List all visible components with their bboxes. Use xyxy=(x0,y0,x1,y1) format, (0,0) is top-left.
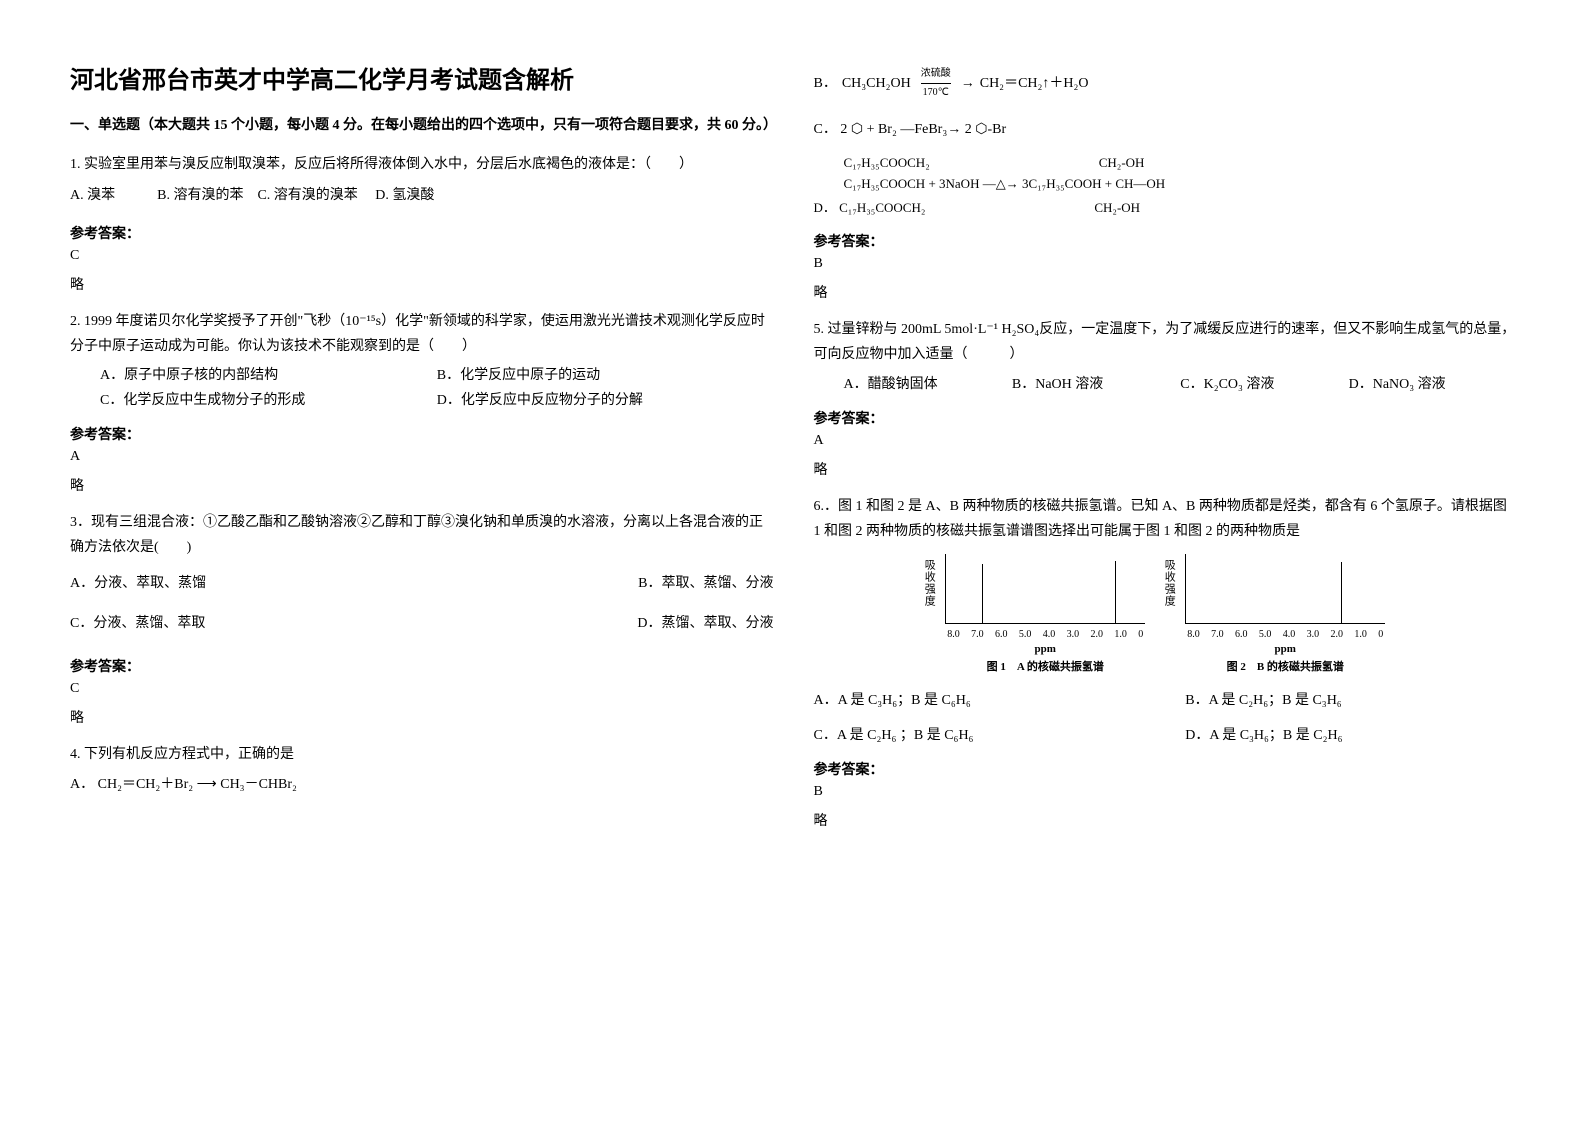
q4-optD-line3: D． C₁₇H₃₅COOCH₂ CH₂-OH xyxy=(844,197,1518,216)
q6-optC: C．A 是 C₂H₆ ；B 是 C₆H₆ xyxy=(814,724,1146,744)
q2-options: A．原子中原子核的内部结构 B．化学反应中原子的运动 C．化学反应中生成物分子的… xyxy=(70,364,774,409)
chart1: 吸收强度 8.07.06.05.04.03.02.01.00 ppm 图 1 A… xyxy=(945,554,1145,674)
q3-optA: A．分液、萃取、蒸馏 xyxy=(70,571,206,596)
q1-stem: 1. 实验室里用苯与溴反应制取溴苯，反应后将所得液体倒入水中，分层后水底褐色的液… xyxy=(70,152,774,177)
chart2-xlabel: ppm xyxy=(1185,643,1385,655)
q2-explain: 略 xyxy=(70,475,774,495)
left-column: 河北省邢台市英才中学高二化学月考试题含解析 一、单选题（本大题共 15 个小题，… xyxy=(50,60,794,1062)
q6-answer: B xyxy=(814,784,1518,800)
q2-answer-label: 参考答案： xyxy=(70,424,774,444)
q3-answer-label: 参考答案： xyxy=(70,656,774,676)
chart2-caption: 图 2 B 的核磁共振氢谱 xyxy=(1185,658,1385,674)
q6-optA: A．A 是 C₃H₆；B 是 C₆H₆ xyxy=(814,689,1146,709)
q3-answer: C xyxy=(70,681,774,697)
q6-explain: 略 xyxy=(814,810,1518,830)
q3-optD: D．蒸馏、萃取、分液 xyxy=(637,611,773,636)
q3-optC: C．分液、蒸馏、萃取 xyxy=(70,611,205,636)
q5-options: A．醋酸钠固体 B．NaOH 溶液 C．K₂CO₃ 溶液 D．NaNO₃ 溶液 xyxy=(814,373,1518,393)
q3-explain: 略 xyxy=(70,707,774,727)
q5-optA: A．醋酸钠固体 xyxy=(844,373,1012,393)
q1-explain: 略 xyxy=(70,274,774,294)
q4-answer: B xyxy=(814,256,1518,272)
q4-optC: C． 2 ⬡ + Br₂ —FeBr₃→ 2 ⬡-Br xyxy=(814,117,1518,142)
q4-stem: 4. 下列有机反应方程式中，正确的是 xyxy=(70,742,774,767)
chart1-ylabel: 吸收强度 xyxy=(921,559,937,607)
q4-optB-prefix: B． xyxy=(814,71,837,96)
chart2: 吸收强度 8.07.06.05.04.03.02.01.00 ppm 图 2 B… xyxy=(1185,554,1385,674)
q4-optC-formula: 2 ⬡ + Br₂ —FeBr₃→ 2 ⬡-Br xyxy=(840,122,1006,137)
q4-optD-line3-text: C₁₇H₃₅COOCH₂ CH₂-OH xyxy=(839,200,1140,215)
q4-optB-formula2: CH₂＝CH₂↑＋H₂O xyxy=(980,71,1089,96)
q4-optD-prefix: D． xyxy=(814,200,836,215)
q5-optC: C．K₂CO₃ 溶液 xyxy=(1180,373,1348,393)
q3-options: A．分液、萃取、蒸馏 B．萃取、蒸馏、分液 C．分液、蒸馏、萃取 D．蒸馏、萃取… xyxy=(70,566,774,641)
q2-answer: A xyxy=(70,449,774,465)
q4-optD-line1: C₁₇H₃₅COOCH₂ CH₂-OH xyxy=(844,152,1518,171)
q2-optA: A．原子中原子核的内部结构 xyxy=(100,364,437,384)
q2-optD: D．化学反应中反应物分子的分解 xyxy=(437,389,774,409)
chart1-xlabel: ppm xyxy=(945,643,1145,655)
arrow-icon: → xyxy=(961,71,975,96)
chart1-area: 吸收强度 xyxy=(945,554,1145,624)
q5-answer: A xyxy=(814,433,1518,449)
q4-optD: C₁₇H₃₅COOCH₂ CH₂-OH C₁₇H₃₅COOCH + 3NaOH … xyxy=(814,152,1518,216)
q3-stem: 3．现有三组混合液：①乙酸乙酯和乙酸钠溶液②乙醇和丁醇③溴化钠和单质溴的水溶液，… xyxy=(70,510,774,560)
q4-optB-arrow-bot: 170℃ xyxy=(921,84,951,102)
chart2-xticks: 8.07.06.05.04.03.02.01.00 xyxy=(1185,629,1385,640)
q1-answer: C xyxy=(70,248,774,264)
q6-answer-label: 参考答案： xyxy=(814,759,1518,779)
q6-optB: B．A 是 C₂H₆；B 是 C₃H₆ xyxy=(1185,689,1517,709)
q4-answer-label: 参考答案： xyxy=(814,231,1518,251)
q5-optB: B．NaOH 溶液 xyxy=(1012,373,1180,393)
q5-answer-label: 参考答案： xyxy=(814,408,1518,428)
q6-charts: 吸收强度 8.07.06.05.04.03.02.01.00 ppm 图 1 A… xyxy=(814,554,1518,674)
chart2-area: 吸收强度 xyxy=(1185,554,1385,624)
q4-optD-line2: C₁₇H₃₅COOCH + 3NaOH —△→ 3C₁₇H₃₅COOH + CH… xyxy=(844,176,1518,192)
page-title: 河北省邢台市英才中学高二化学月考试题含解析 xyxy=(70,60,774,95)
chart1-xticks: 8.07.06.05.04.03.02.01.00 xyxy=(945,629,1145,640)
q6-options: A．A 是 C₃H₆；B 是 C₆H₆ B．A 是 C₂H₆；B 是 C₃H₆ … xyxy=(814,689,1518,744)
q4-optB-formula1: CH₃CH₂OH xyxy=(842,71,911,96)
q5-optD: D．NaNO₃ 溶液 xyxy=(1349,373,1517,393)
q3-optB: B．萃取、蒸馏、分液 xyxy=(638,571,773,596)
q4-optC-prefix: C． xyxy=(814,122,837,137)
q4-explain: 略 xyxy=(814,282,1518,302)
q2-stem: 2. 1999 年度诺贝尔化学奖授予了开创"飞秒（10⁻¹⁵s）化学"新领域的科… xyxy=(70,309,774,359)
q6-stem: 6.．图 1 和图 2 是 A、B 两种物质的核磁共振氢谱。已知 A、B 两种物… xyxy=(814,494,1518,544)
q4-optB: B． CH₃CH₂OH 浓硫酸 170℃ → CH₂＝CH₂↑＋H₂O xyxy=(814,65,1518,102)
chart1-caption: 图 1 A 的核磁共振氢谱 xyxy=(945,658,1145,674)
right-column: B． CH₃CH₂OH 浓硫酸 170℃ → CH₂＝CH₂↑＋H₂O C． 2… xyxy=(794,60,1538,1062)
q5-stem: 5. 过量锌粉与 200mL 5mol·L⁻¹ H₂SO₄反应，一定温度下，为了… xyxy=(814,317,1518,367)
q5-explain: 略 xyxy=(814,459,1518,479)
q2-optC: C．化学反应中生成物分子的形成 xyxy=(100,389,437,409)
q6-optD: D．A 是 C₃H₆；B 是 C₂H₆ xyxy=(1185,724,1517,744)
q4-optB-arrow: 浓硫酸 170℃ xyxy=(916,65,956,102)
q4-optB-arrow-top: 浓硫酸 xyxy=(921,65,951,84)
q4-optA: A． CH₂＝CH₂＋Br₂ ⟶ CH₃－CHBr₂ xyxy=(70,772,774,797)
chart2-ylabel: 吸收强度 xyxy=(1161,559,1177,607)
section-header: 一、单选题（本大题共 15 个小题，每小题 4 分。在每小题给出的四个选项中，只… xyxy=(70,115,774,137)
q1-options: A. 溴苯 B. 溶有溴的苯 C. 溶有溴的溴苯 D. 氢溴酸 xyxy=(70,183,774,208)
q1-answer-label: 参考答案： xyxy=(70,223,774,243)
q4-optA-formula: CH₂＝CH₂＋Br₂ ⟶ CH₃－CHBr₂ xyxy=(98,777,297,792)
q4-optA-prefix: A． xyxy=(70,777,94,792)
q2-optB: B．化学反应中原子的运动 xyxy=(437,364,774,384)
